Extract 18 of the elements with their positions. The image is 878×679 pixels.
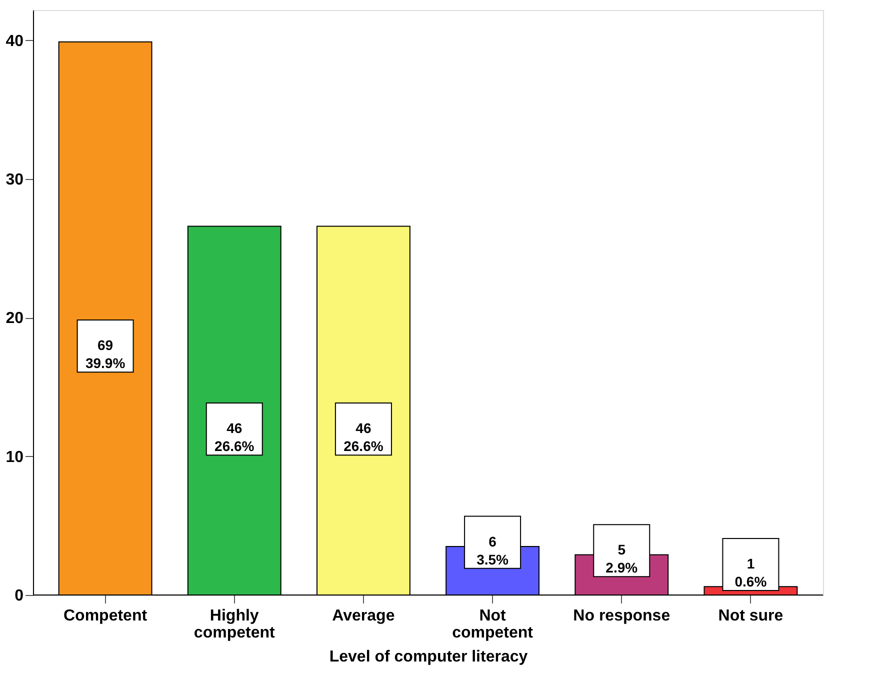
data-label: 6 3.5%	[476, 533, 510, 568]
y-tick-label: 0	[14, 588, 24, 604]
data-label: 46 26.6%	[344, 420, 384, 454]
x-tick-label: Not competent	[452, 608, 534, 642]
data-label: 46 26.6%	[214, 420, 255, 454]
data-label: 69 39.9%	[85, 337, 126, 372]
x-tick-label: Competent	[64, 608, 148, 624]
data-label: 5 2.9%	[606, 542, 638, 576]
x-axis-title: Level of computer literacy	[329, 648, 528, 666]
y-tick-label: 40	[6, 33, 24, 50]
x-tick-label: Average	[332, 608, 395, 624]
x-tick-label: Highly competent	[194, 608, 276, 642]
data-label: 1 0.6%	[734, 556, 768, 590]
y-tick-label: 30	[6, 172, 24, 189]
y-tick-label: 20	[6, 310, 24, 328]
y-tick-label: 10	[6, 448, 24, 466]
x-tick-label: No response	[573, 608, 670, 624]
x-tick-label: Not sure	[718, 608, 784, 624]
